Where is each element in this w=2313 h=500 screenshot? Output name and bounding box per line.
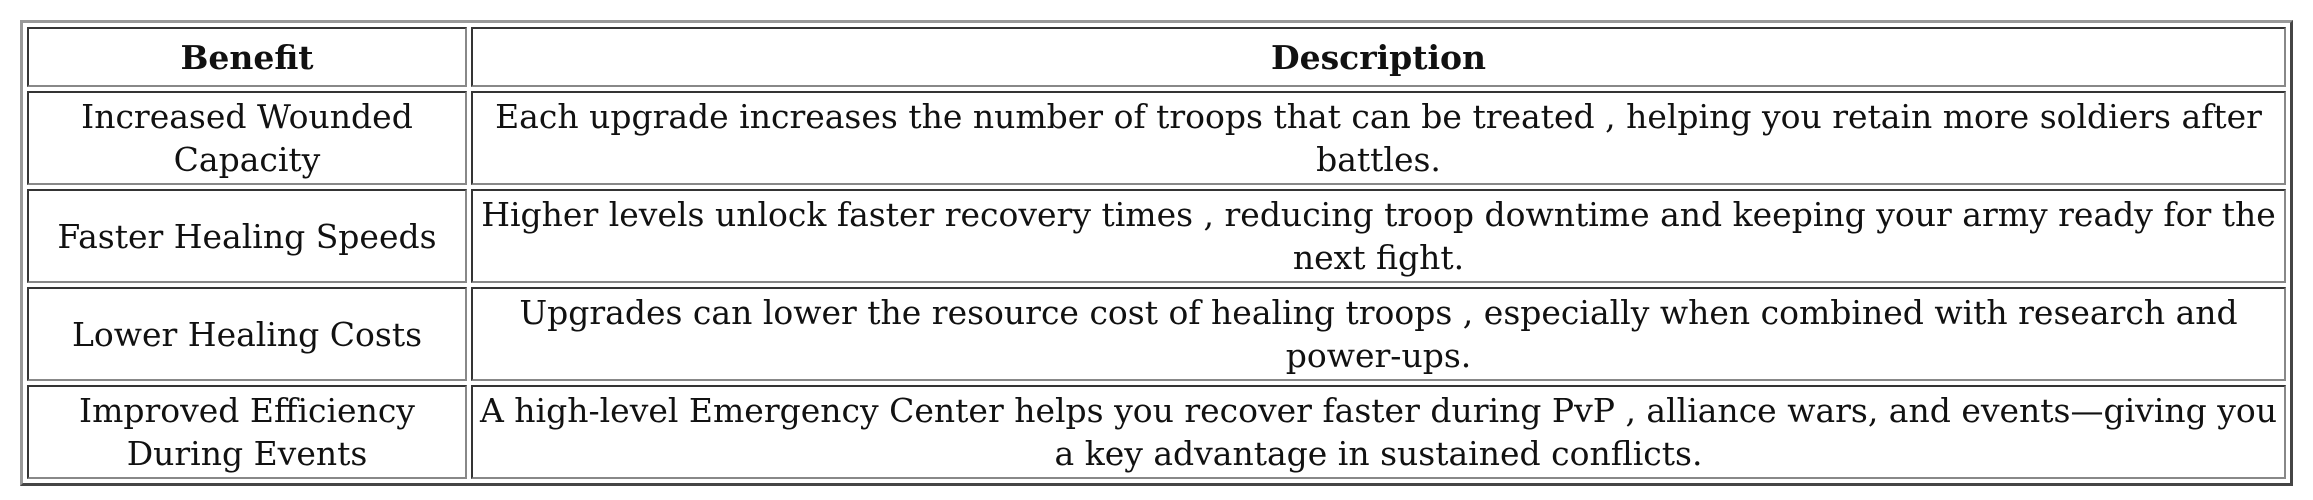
description-cell: Each upgrade increases the number of tro… [471, 91, 2286, 185]
header-benefit: Benefit [27, 27, 467, 87]
table-row: Lower Healing Costs Upgrades can lower t… [27, 287, 2286, 381]
description-cell: Higher levels unlock faster recovery tim… [471, 189, 2286, 283]
table-row: Improved Efficiency During Events A high… [27, 385, 2286, 479]
header-row: Benefit Description [27, 27, 2286, 87]
table-row: Faster Healing Speeds Higher levels unlo… [27, 189, 2286, 283]
benefit-cell: Lower Healing Costs [27, 287, 467, 381]
table-row: Increased Wounded Capacity Each upgrade … [27, 91, 2286, 185]
benefits-table: Benefit Description Increased Wounded Ca… [20, 20, 2293, 486]
benefit-cell: Faster Healing Speeds [27, 189, 467, 283]
benefit-cell: Improved Efficiency During Events [27, 385, 467, 479]
benefit-cell: Increased Wounded Capacity [27, 91, 467, 185]
description-cell: Upgrades can lower the resource cost of … [471, 287, 2286, 381]
description-cell: A high-level Emergency Center helps you … [471, 385, 2286, 479]
header-description: Description [471, 27, 2286, 87]
